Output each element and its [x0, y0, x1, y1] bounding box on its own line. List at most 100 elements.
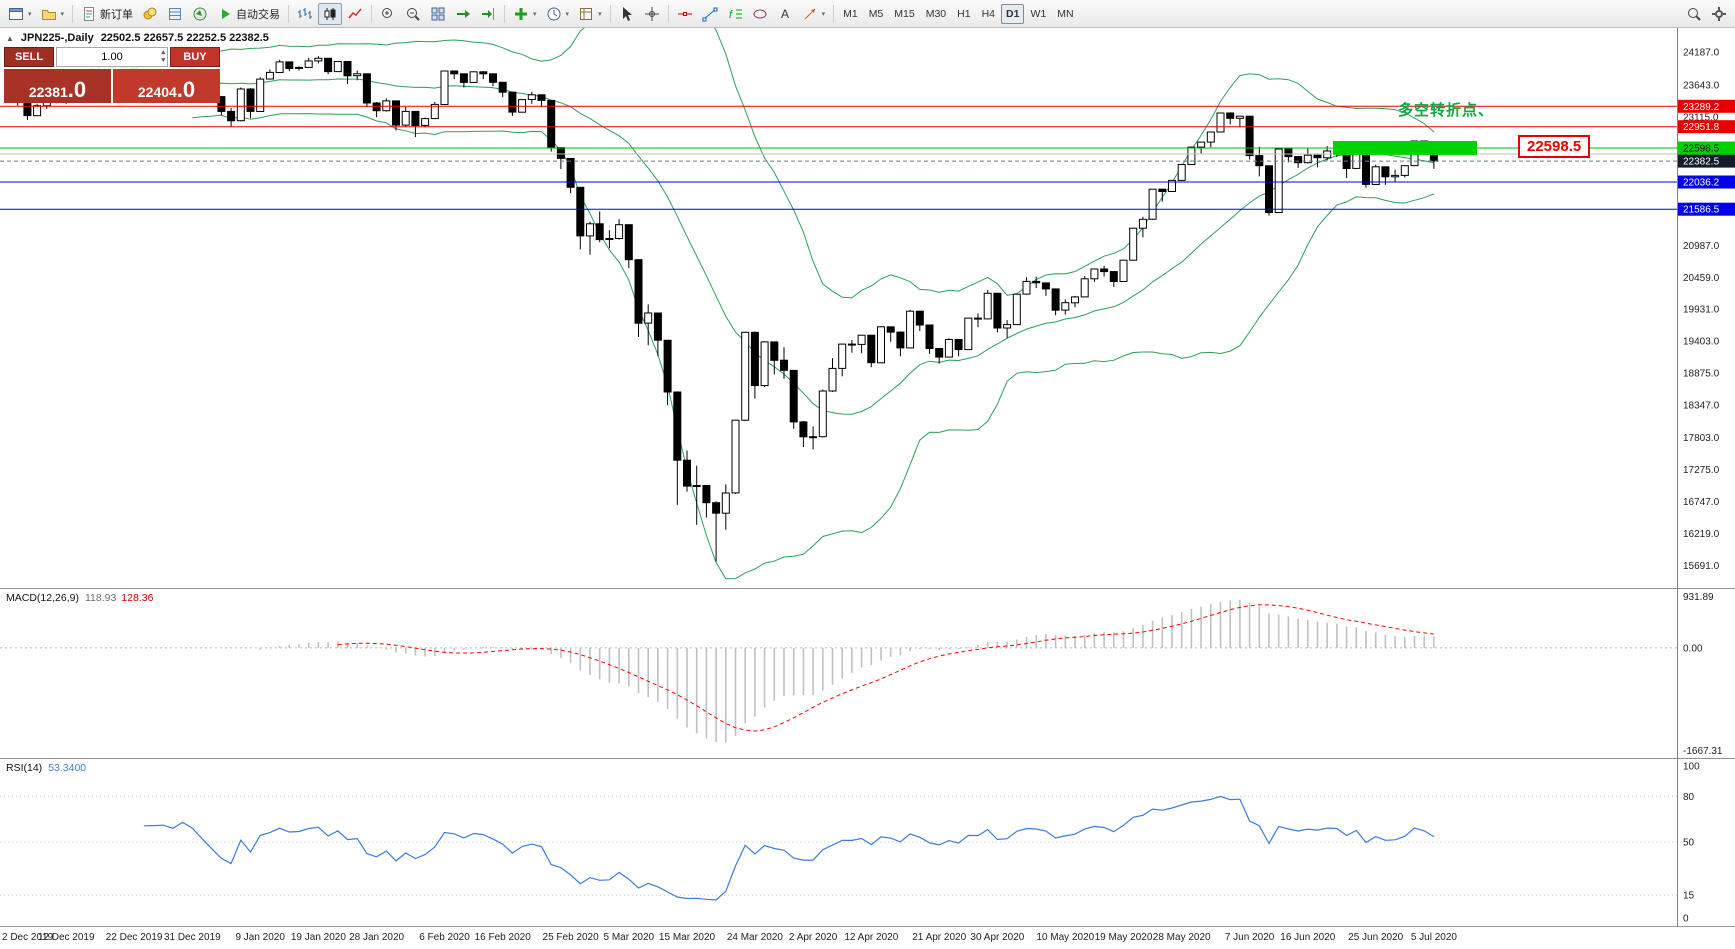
price-axis-label: 23115.0: [1683, 112, 1719, 123]
data-window-icon: [169, 7, 182, 20]
date-label: 5 Jul 2020: [1410, 932, 1457, 943]
timeframe-m30[interactable]: M30: [921, 4, 951, 24]
rsi-label: RSI(14) 53.3400: [6, 762, 86, 774]
price-chart[interactable]: 24187.0 23643.0 23115.0 20987.0 20459.0 19931…: [0, 28, 1735, 588]
price-axis-label: 18347.0: [1683, 400, 1720, 411]
zoom-in-button[interactable]: [376, 3, 400, 25]
timeframe-h1[interactable]: H1: [952, 4, 975, 24]
rsi-axis-label: 15: [1683, 891, 1695, 902]
auto-scroll-icon: [457, 9, 471, 18]
turning-point-annotation[interactable]: 多空转折点、: [1398, 102, 1495, 119]
svg-text:22382.5: 22382.5: [1683, 157, 1720, 168]
toolbar-separator: [609, 4, 611, 23]
sell-price[interactable]: 22381.0: [4, 69, 111, 103]
volume-down-icon[interactable]: ▾: [161, 57, 165, 64]
zoom-in-icon: [382, 7, 393, 18]
buy-price[interactable]: 22404.0: [113, 69, 220, 103]
new-order-button[interactable]: 新订单: [77, 3, 137, 25]
candles-chart-button[interactable]: [318, 2, 343, 25]
auto-scroll-button[interactable]: [451, 3, 475, 25]
timeframe-mn[interactable]: MN: [1052, 4, 1078, 24]
level-callout-label[interactable]: 22598.5: [1518, 135, 1591, 158]
indicators-icon: [515, 7, 528, 20]
data-window-button[interactable]: [163, 3, 187, 25]
volume-value: 1.00: [101, 51, 123, 63]
zoom-out-button[interactable]: [401, 3, 425, 25]
symbol-timeframe-label: JPN225-,Daily: [20, 32, 94, 44]
volume-field[interactable]: 1.00 ▴ ▾: [56, 47, 168, 67]
timeframe-h4[interactable]: H4: [977, 4, 1000, 24]
dropdown-caret-icon: ▾: [821, 10, 826, 18]
rsi-panel[interactable]: 100 80 50 15 0: [0, 758, 1735, 926]
date-label: 12 Dec 2019: [37, 932, 95, 943]
profiles-button[interactable]: ▾: [37, 3, 69, 25]
arrows-button[interactable]: ▾: [798, 3, 830, 25]
collapse-icon[interactable]: ▲: [6, 33, 14, 43]
fibonacci-button[interactable]: f: [723, 3, 747, 25]
candles-chart-icon: [324, 7, 336, 20]
algo-trading-button[interactable]: 自动交易: [213, 3, 284, 25]
sell-price-frac: .0: [67, 77, 87, 103]
date-label: 19 Jan 2020: [290, 932, 346, 943]
trendline-button[interactable]: [698, 3, 722, 25]
timeframe-m5[interactable]: M5: [864, 4, 889, 24]
price-axis-label: 23643.0: [1683, 80, 1720, 91]
crosshair-button[interactable]: [640, 3, 664, 25]
tile-windows-button[interactable]: [426, 3, 450, 25]
indicators-button[interactable]: ▾: [509, 3, 541, 25]
price-tag: [1678, 154, 1735, 168]
tile-windows-icon: [431, 7, 445, 20]
bars-chart-icon: [298, 7, 313, 19]
price-axis-label: 17275.0: [1683, 465, 1720, 476]
profiles-icon: [41, 9, 56, 20]
timeframe-m15[interactable]: M15: [889, 4, 919, 24]
toolbar-separator: [504, 4, 506, 23]
rsi-name: RSI(14): [6, 762, 43, 774]
templates-icon: [580, 7, 593, 20]
time-axis[interactable]: 2 Dec 2019 12 Dec 2019 22 Dec 2019 31 Dec 2…: [0, 926, 1735, 949]
macd-axis-zero: 0.00: [1683, 643, 1703, 654]
shapes-button[interactable]: [748, 3, 772, 25]
chart-shift-icon: [482, 7, 495, 20]
cursor-button[interactable]: [615, 3, 639, 25]
svg-text:23289.2: 23289.2: [1683, 102, 1720, 113]
text-button[interactable]: A: [773, 3, 797, 25]
highlight-rectangle: [1333, 141, 1477, 155]
date-label: 16 Feb 2020: [474, 932, 531, 943]
chart-shift-button[interactable]: [476, 3, 500, 25]
svg-text:22951.8: 22951.8: [1683, 122, 1720, 133]
timeframe-d1[interactable]: D1: [1001, 3, 1025, 24]
templates-button[interactable]: ▾: [574, 3, 606, 25]
date-label: 10 May 2020: [1036, 932, 1095, 943]
market-watch-icon: [143, 7, 157, 19]
settings-button[interactable]: [1707, 3, 1731, 25]
rsi-value: 53.3400: [48, 762, 87, 774]
zoom-out-icon: [407, 7, 420, 21]
buy-button[interactable]: BUY: [170, 47, 220, 67]
dropdown-caret-icon: ▾: [533, 10, 537, 18]
date-label: 9 Jan 2020: [235, 932, 285, 943]
volume-up-icon[interactable]: ▴: [161, 49, 165, 56]
sell-button[interactable]: SELL: [4, 47, 54, 67]
price-axis-label: 16747.0: [1683, 497, 1720, 508]
horizontal-line-button[interactable]: [673, 3, 697, 25]
macd-panel[interactable]: 931.89 0.00 -1667.31: [0, 588, 1735, 758]
search-button[interactable]: [1682, 3, 1706, 25]
date-label: 30 Apr 2020: [970, 932, 1025, 943]
timeframe-m1[interactable]: M1: [838, 4, 863, 24]
svg-text:22598.5: 22598.5: [1683, 144, 1720, 155]
navigator-button[interactable]: [188, 3, 212, 25]
line-chart-button[interactable]: [343, 3, 367, 25]
price-tag: [1678, 141, 1735, 155]
price-tag: [1678, 99, 1735, 113]
timeframe-w1[interactable]: W1: [1025, 4, 1051, 24]
trendline-icon: [702, 7, 718, 21]
new-chart-button[interactable]: ▾: [4, 3, 36, 25]
line-chart-icon: [348, 8, 362, 18]
text-icon: A: [781, 7, 789, 21]
periods-button[interactable]: ▾: [542, 3, 574, 25]
bars-chart-button[interactable]: [293, 3, 317, 25]
market-watch-button[interactable]: [138, 3, 162, 25]
dropdown-caret-icon: ▾: [28, 10, 32, 18]
svg-text:21586.5: 21586.5: [1683, 205, 1720, 216]
